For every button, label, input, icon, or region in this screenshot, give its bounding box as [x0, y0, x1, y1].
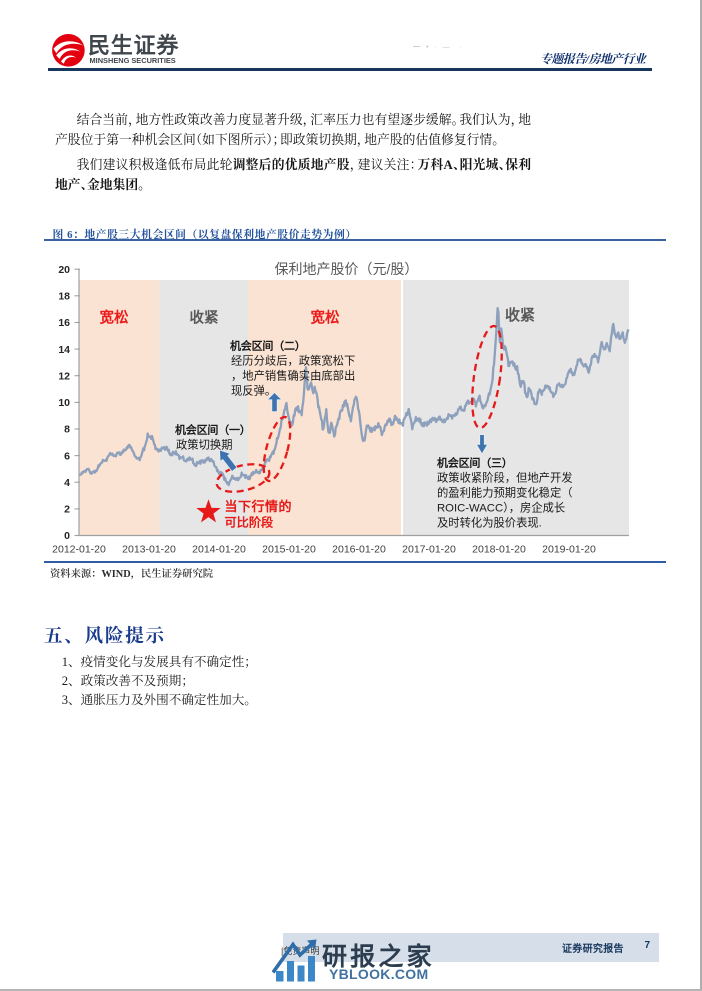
svg-text:机会区间（一）: 机会区间（一）	[175, 423, 251, 437]
svg-text:20: 20	[58, 264, 70, 276]
svg-text:2018-01-20: 2018-01-20	[472, 544, 526, 556]
svg-text:18: 18	[58, 291, 70, 303]
svg-text:机会区间（三）: 机会区间（三）	[437, 456, 513, 470]
svg-text:2016-01-20: 2016-01-20	[332, 544, 386, 556]
svg-text:16: 16	[58, 317, 70, 329]
svg-text:12: 12	[58, 370, 70, 382]
svg-text:2015-01-20: 2015-01-20	[262, 544, 316, 556]
svg-text:，地产销售确实由底部出: ，地产销售确实由底部出	[231, 369, 355, 383]
svg-text:2013-01-20: 2013-01-20	[122, 544, 176, 556]
svg-text:2014-01-20: 2014-01-20	[192, 544, 246, 556]
svg-text:2017-01-20: 2017-01-20	[402, 544, 456, 556]
svg-text:2: 2	[64, 504, 70, 516]
svg-text:8: 8	[64, 424, 70, 436]
svg-text:机会区间（二）: 机会区间（二）	[230, 339, 306, 353]
svg-text:保利地产股价（元/股）: 保利地产股价（元/股）	[275, 261, 419, 277]
svg-text:宽松: 宽松	[310, 309, 340, 327]
svg-text:6: 6	[64, 450, 70, 462]
svg-text:经历分歧后，政策宽松下: 经历分歧后，政策宽松下	[231, 354, 355, 368]
svg-text:0: 0	[64, 530, 70, 542]
svg-text:现反弹。: 现反弹。	[231, 384, 276, 398]
svg-text:收紧: 收紧	[505, 306, 535, 324]
svg-text:政策收紧阶段，但地产开发: 政策收紧阶段，但地产开发	[437, 471, 573, 485]
svg-text:的盈利能力预期变化稳定（: 的盈利能力预期变化稳定（	[437, 486, 573, 500]
svg-text:政策切换期: 政策切换期	[176, 438, 233, 452]
svg-text:宽松: 宽松	[99, 309, 129, 327]
svg-text:当下行情的: 当下行情的	[225, 499, 293, 514]
svg-text:ROIC-WACC），房企成长: ROIC-WACC），房企成长	[437, 501, 565, 515]
svg-text:可比阶段: 可比阶段	[225, 515, 275, 530]
svg-text:4: 4	[64, 477, 70, 489]
svg-text:收紧: 收紧	[190, 309, 219, 327]
svg-text:10: 10	[58, 397, 70, 409]
svg-text:14: 14	[58, 344, 70, 356]
svg-text:及时转化为股价表现.: 及时转化为股价表现.	[437, 516, 542, 530]
svg-text:2019-01-20: 2019-01-20	[542, 544, 596, 556]
svg-text:2012-01-20: 2012-01-20	[52, 544, 106, 556]
